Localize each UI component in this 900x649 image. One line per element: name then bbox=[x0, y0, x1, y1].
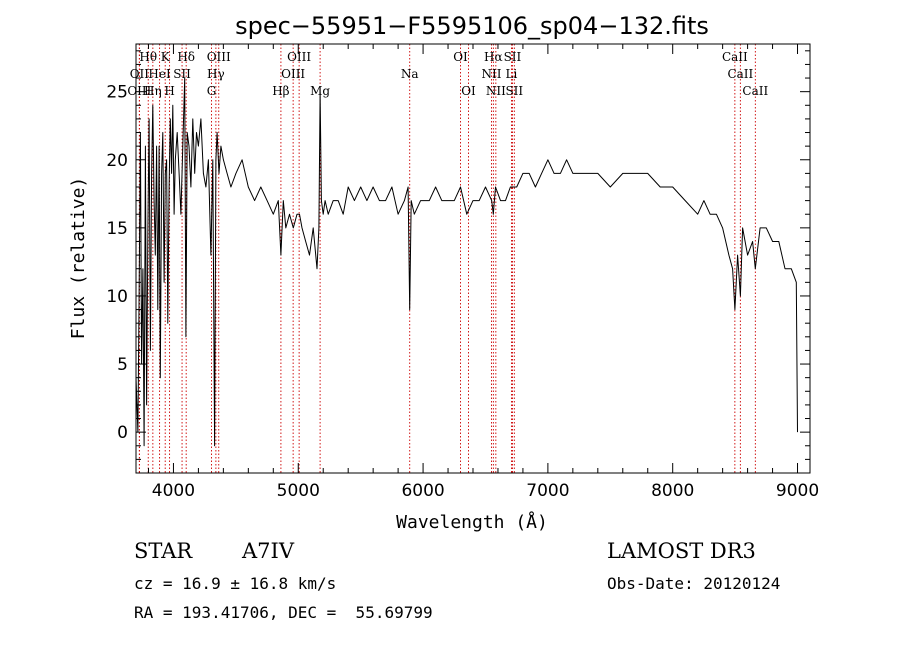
spectral-line-label: OIII bbox=[287, 50, 311, 64]
velocity-readout: cz = 16.9 ± 16.8 km/s bbox=[134, 574, 337, 593]
object-class: STAR bbox=[134, 539, 193, 563]
survey-name: LAMOST DR3 bbox=[607, 539, 756, 563]
spectral-line-label: Hθ bbox=[139, 50, 157, 64]
x-tick-label: 8000 bbox=[651, 481, 694, 501]
spectral-line-label: SII bbox=[504, 50, 522, 64]
y-tick-label: 5 bbox=[117, 355, 128, 375]
spectral-line-label: NII bbox=[481, 67, 501, 81]
x-axis: 4000 5000 6000 7000 8000 9000 bbox=[147, 44, 819, 501]
y-tick-label: 25 bbox=[106, 83, 128, 103]
spectral-line-label: OIII bbox=[127, 84, 151, 98]
spectral-line-label: CaII bbox=[742, 84, 768, 98]
spectral-line-label: G bbox=[207, 84, 217, 98]
object-subclass: A7IV bbox=[242, 539, 294, 563]
spectral-line-label: Hη bbox=[144, 84, 162, 98]
x-tick-label: 4000 bbox=[152, 481, 195, 501]
coordinates: RA = 193.41706, DEC = 55.69799 bbox=[134, 603, 433, 622]
x-tick-label: 7000 bbox=[526, 481, 569, 501]
spectral-line-label: Mg bbox=[310, 84, 330, 98]
y-tick-label: 15 bbox=[106, 219, 128, 239]
chart-title: spec−55951−F5595106_sp04−132.fits bbox=[235, 12, 709, 40]
spectral-line-label: Na bbox=[401, 67, 419, 81]
spectral-line-label: Hγ bbox=[207, 67, 225, 81]
spectral-line-label: CaII bbox=[727, 67, 753, 81]
spectral-line-label: Hδ bbox=[177, 50, 195, 64]
y-axis: 0 5 10 15 20 25 bbox=[106, 50, 810, 460]
plot-frame bbox=[135, 43, 811, 474]
x-tick-label: 9000 bbox=[776, 481, 819, 501]
spectral-line-label: CaII bbox=[722, 50, 748, 64]
spectrum-series-line bbox=[135, 77, 798, 447]
spectral-line-label: Hβ bbox=[272, 84, 289, 98]
spectral-line-label: OII bbox=[130, 67, 150, 81]
y-tick-label: 20 bbox=[106, 151, 128, 171]
y-tick-label: 10 bbox=[106, 287, 128, 307]
spectral-line-label: H bbox=[164, 84, 174, 98]
spectral-line-label: K bbox=[161, 50, 171, 64]
spectral-line-label: SII bbox=[173, 67, 191, 81]
spectral-line-markers bbox=[138, 44, 756, 473]
y-axis-label: Flux (relative) bbox=[68, 177, 89, 340]
obs-date: Obs-Date: 20120124 bbox=[607, 574, 781, 593]
spectral-line-label: Li bbox=[506, 67, 518, 81]
x-axis-label: Wavelength (Å) bbox=[396, 511, 548, 533]
spectral-line-label: OI bbox=[453, 50, 468, 64]
spectral-line-label: OIII bbox=[207, 50, 231, 64]
spectral-line-label: HeI bbox=[148, 67, 171, 81]
y-tick-label: 0 bbox=[117, 423, 128, 443]
x-tick-label: 6000 bbox=[401, 481, 444, 501]
spectral-line-label: OIII bbox=[281, 67, 305, 81]
x-tick-label: 5000 bbox=[277, 481, 320, 501]
spectral-line-labels: Hθ OII OIII K HeI Hη H SII Hδ OIII Hγ G Hβ OIII OIII Mg… bbox=[127, 50, 768, 98]
spectral-line-label: OI bbox=[461, 84, 476, 98]
spectral-line-label: NII bbox=[486, 84, 506, 98]
spectral-line-label: SII bbox=[505, 84, 523, 98]
spectral-line-label: Hα bbox=[484, 50, 503, 64]
